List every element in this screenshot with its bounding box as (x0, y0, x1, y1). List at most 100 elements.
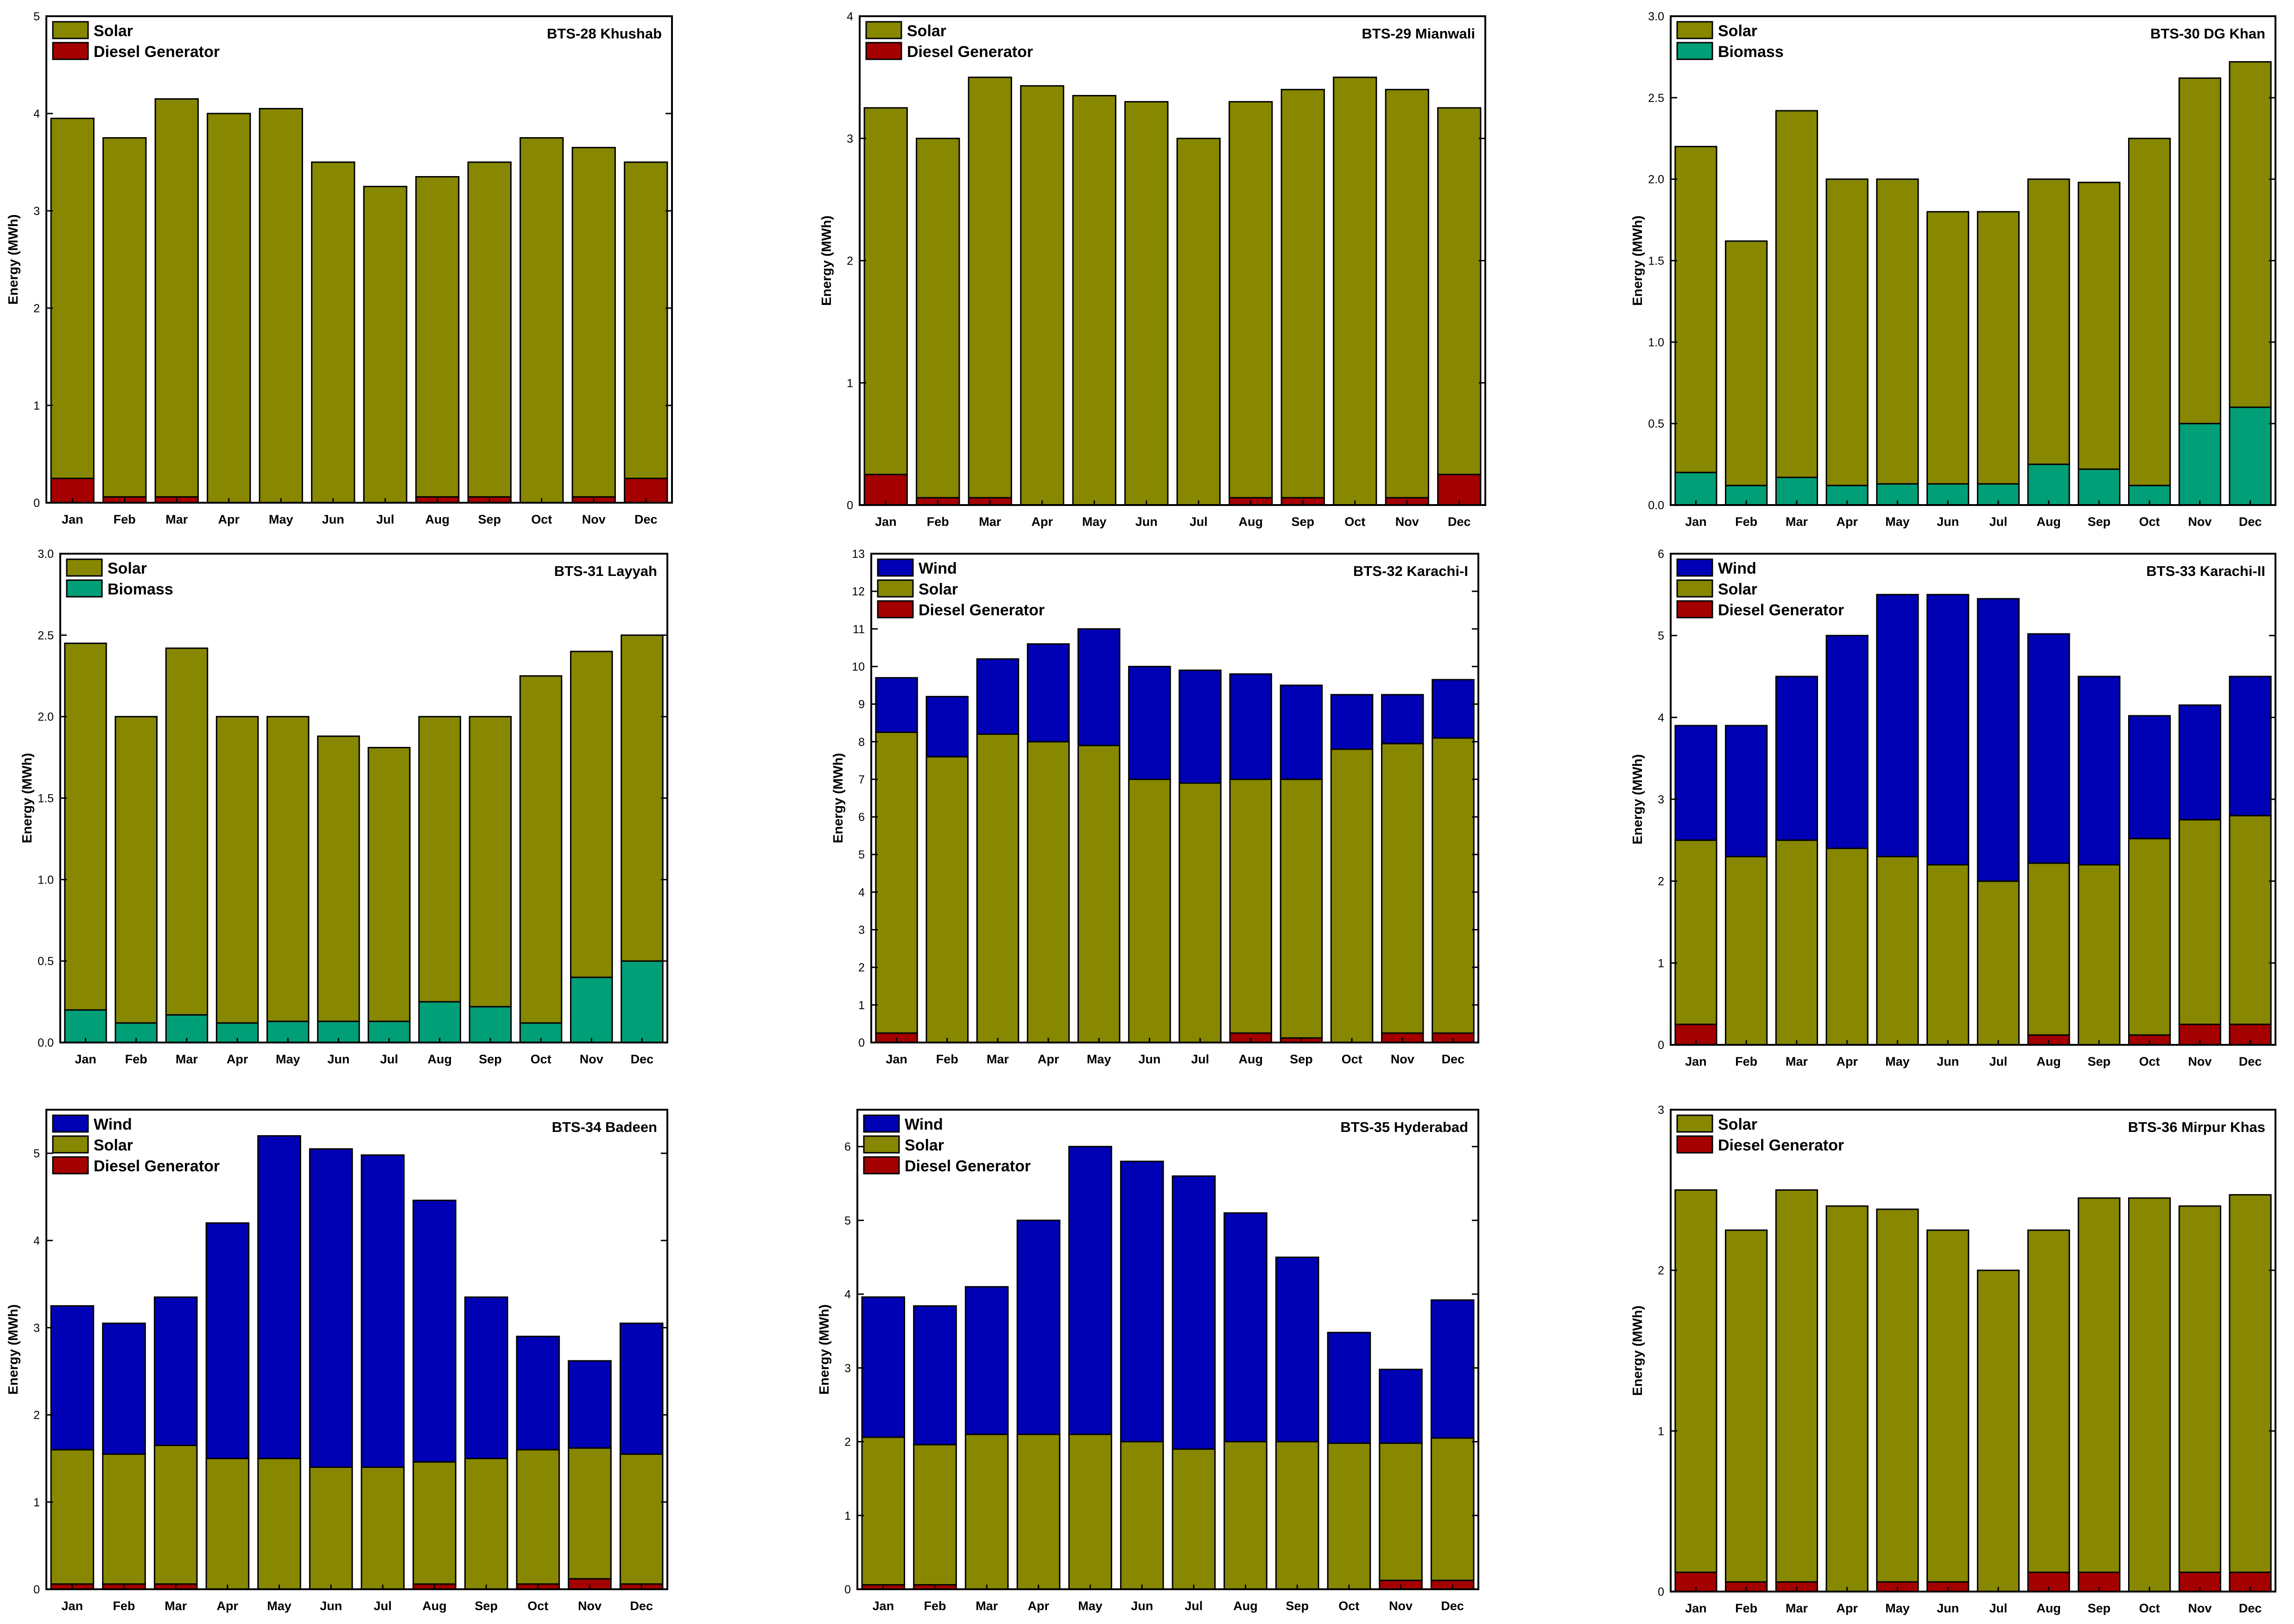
bar-solar-sep (2078, 182, 2121, 470)
y-tick-label: 2.0 (38, 711, 54, 724)
x-tick-label: May (1087, 1052, 1111, 1066)
y-tick-label: 5 (33, 10, 40, 23)
bar-wind-nov (2178, 704, 2221, 821)
plot-frame (59, 553, 668, 1043)
chart-title: BTS-29 Mianwali (1362, 25, 1475, 42)
bar-solar-apr (1016, 1434, 1061, 1590)
legend-swatch-solar (66, 558, 103, 577)
x-tick-label: Apr (1032, 515, 1053, 529)
x-tick-label: Oct (531, 1052, 551, 1066)
bar-wind-jul (361, 1154, 405, 1468)
x-tick-label: Oct (1338, 1599, 1359, 1613)
x-tick-label: Feb (113, 1599, 135, 1613)
x-tick-label: Nov (2188, 515, 2212, 529)
bar-wind-may (257, 1135, 301, 1460)
x-tick-label: Oct (2139, 1601, 2160, 1615)
bar-solar-jun (309, 1466, 353, 1590)
legend-label-diesel-generator: Diesel Generator (1718, 1137, 1844, 1154)
y-tick-label: 1 (858, 999, 865, 1012)
x-tick-label: Dec (1442, 1052, 1465, 1066)
x-tick-label: May (267, 1599, 292, 1613)
y-tick-label: 4 (847, 10, 853, 23)
bar-wind-aug (1229, 673, 1272, 780)
plot-frame (1670, 1109, 2276, 1592)
bar-solar-aug (415, 176, 460, 498)
y-axis-label: Energy (MWh) (20, 753, 35, 843)
bar-solar-apr (1020, 85, 1065, 506)
x-tick-label: Jan (75, 1052, 96, 1066)
bar-solar-dec (2229, 815, 2272, 1025)
x-tick-label: Dec (2239, 1055, 2262, 1068)
x-tick-label: Jun (327, 1052, 349, 1066)
x-tick-label: Apr (217, 1599, 239, 1613)
x-tick-label: Aug (1239, 515, 1263, 529)
bar-wind-apr (1825, 635, 1869, 849)
x-tick-label: Sep (2088, 515, 2111, 529)
bar-wind-feb (913, 1305, 957, 1446)
bar-solar-aug (1229, 101, 1273, 499)
y-tick-label: 1 (844, 1510, 851, 1523)
bar-solar-sep (469, 716, 512, 1008)
x-tick-label: Jun (1937, 1055, 1959, 1068)
bar-wind-oct (516, 1335, 560, 1451)
bar-solar-oct (516, 1449, 560, 1585)
x-tick-label: Jan (1685, 1055, 1707, 1068)
x-tick-label: Jan (62, 1599, 83, 1613)
y-tick-label: 0.5 (1648, 417, 1664, 430)
bar-solar-aug (2027, 178, 2070, 465)
bar-solar-jan (875, 732, 918, 1034)
y-tick-label: 3 (858, 924, 865, 937)
legend-swatch-solar (1676, 579, 1713, 598)
y-tick-label: 5 (844, 1214, 851, 1227)
legend-swatch-diesel-generator (52, 1156, 89, 1175)
x-tick-label: Aug (2036, 515, 2060, 529)
legend-label-biomass: Biomass (1718, 43, 1784, 61)
bar-wind-apr (205, 1222, 250, 1460)
chart-title: BTS-34 Badeen (552, 1119, 657, 1135)
bar-solar-sep (467, 161, 512, 498)
plot-frame (1670, 15, 2276, 506)
y-tick-label: 1.0 (1648, 336, 1664, 349)
bar-solar-dec (1430, 1437, 1475, 1581)
bar-wind-mar (964, 1286, 1009, 1435)
x-tick-label: Nov (1391, 1052, 1414, 1066)
bar-solar-jan (1674, 1189, 1717, 1573)
x-tick-label: May (1078, 1599, 1103, 1613)
bar-diesel-generator-jan (863, 474, 908, 506)
bar-solar-oct (1333, 76, 1377, 506)
bar-wind-may (1068, 1146, 1112, 1435)
x-tick-label: Apr (1836, 1055, 1858, 1068)
bar-solar-oct (520, 137, 564, 504)
bar-biomass-nov (570, 976, 613, 1043)
x-tick-label: May (269, 512, 293, 526)
x-tick-label: Jan (1685, 1601, 1707, 1615)
x-tick-label: Oct (1342, 1052, 1362, 1066)
y-tick-label: 5 (1658, 630, 1664, 643)
y-tick-label: 4 (1658, 711, 1664, 724)
y-tick-label: 12 (852, 585, 865, 598)
x-tick-label: Aug (2036, 1601, 2060, 1615)
x-tick-label: Jul (380, 1052, 398, 1066)
legend-swatch-solar (1676, 1114, 1713, 1133)
bar-wind-apr (1016, 1220, 1061, 1435)
bar-solar-aug (1229, 778, 1272, 1034)
bar-solar-dec (624, 161, 668, 479)
x-tick-label: Sep (1292, 515, 1315, 529)
y-tick-label: 4 (844, 1288, 851, 1301)
x-tick-label: Mar (1786, 1601, 1808, 1615)
bar-wind-jul (1977, 598, 2020, 882)
legend-swatch-wind (52, 1114, 89, 1133)
bar-solar-nov (568, 1447, 612, 1580)
bar-solar-mar (968, 76, 1012, 499)
bar-solar-may (257, 1458, 301, 1590)
legend-swatch-wind (863, 1114, 900, 1133)
bar-wind-sep (1280, 684, 1323, 780)
y-tick-label: 3.0 (1648, 10, 1664, 23)
x-tick-label: Mar (1786, 1055, 1808, 1068)
x-tick-label: Dec (2239, 1601, 2262, 1615)
y-tick-label: 7 (858, 773, 865, 786)
bar-wind-nov (568, 1360, 612, 1449)
x-tick-label: Jun (1135, 515, 1158, 529)
y-tick-label: 13 (852, 548, 865, 561)
